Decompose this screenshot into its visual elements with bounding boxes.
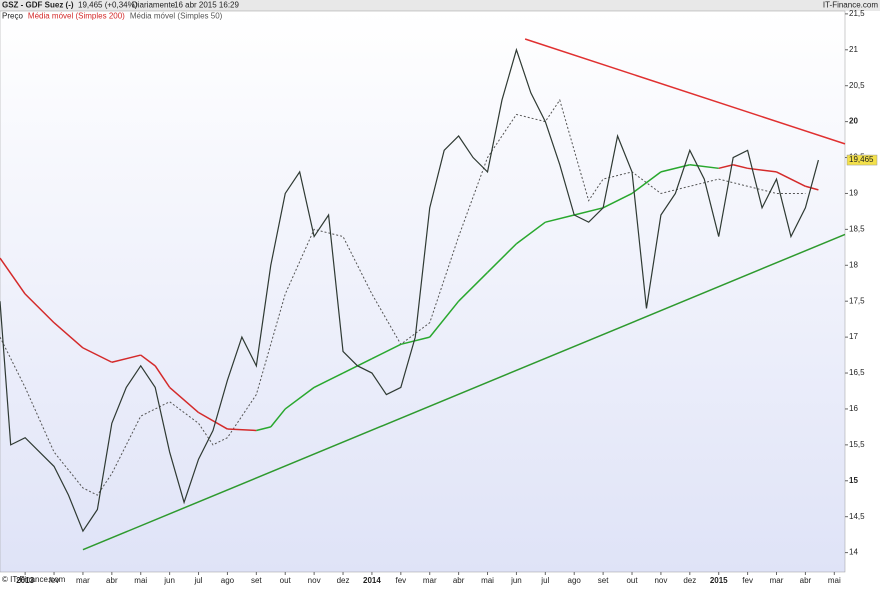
- price-line: [0, 47, 819, 533]
- timestamp: 16 abr 2015 16:29: [174, 1, 239, 10]
- x-tick-label: jul: [194, 576, 203, 585]
- ma-segment: [602, 192, 633, 209]
- y-tick-label: 14,5: [849, 512, 865, 521]
- x-tick-label: 2015: [710, 576, 728, 585]
- ma-segment: [24, 293, 55, 324]
- x-tick-label: fev: [742, 576, 753, 585]
- x-tick-label: set: [598, 576, 609, 585]
- brand: IT-Finance.com: [823, 1, 878, 10]
- x-tick-label: mai: [481, 576, 494, 585]
- x-tick-label: mar: [423, 576, 437, 585]
- copyright: © IT-Finance.com: [2, 575, 66, 584]
- ma-segment: [82, 347, 113, 363]
- x-tick-label: nov: [308, 576, 321, 585]
- x-tick-label: mar: [770, 576, 784, 585]
- ma-segment: [400, 336, 430, 346]
- ma-segment: [154, 365, 171, 388]
- ma-segment: [256, 426, 271, 432]
- ma-segment: [429, 300, 460, 338]
- ma-segment: [776, 171, 806, 187]
- legend-entry: Média móvel (Simples 200): [28, 12, 125, 21]
- x-tick-label: fev: [49, 576, 60, 585]
- y-tick-label: 17: [849, 332, 858, 341]
- ma-segment: [718, 163, 734, 170]
- x-tick-label: ago: [221, 576, 235, 585]
- header-bar: [0, 0, 880, 11]
- title: GSZ - GDF Suez (-): [2, 1, 74, 10]
- quote: 19,465 (+0,34%): [78, 1, 138, 10]
- x-tick-label: jun: [510, 576, 522, 585]
- ma-segment: [53, 322, 84, 349]
- trendline: [82, 233, 846, 551]
- ma-segment: [545, 214, 575, 223]
- last-price-label: 19,465: [849, 155, 874, 164]
- x-tick-label: nov: [654, 576, 667, 585]
- y-tick-label: 16: [849, 404, 858, 413]
- y-tick-label: 16,5: [849, 368, 865, 377]
- ma-segment: [313, 372, 344, 389]
- x-tick-label: fev: [395, 576, 406, 585]
- period: Diariamente: [132, 1, 176, 10]
- y-tick-label: 17,5: [849, 296, 865, 305]
- ma-segment: [574, 207, 604, 216]
- ma-segment: [515, 221, 546, 245]
- y-tick-label: 21: [849, 45, 858, 54]
- x-tick-label: jun: [163, 576, 175, 585]
- ma-segment: [270, 408, 286, 428]
- x-tick-label: ago: [568, 576, 582, 585]
- y-tick-label: 20,5: [849, 81, 865, 90]
- y-tick-label: 20: [849, 117, 858, 126]
- y-tick-label: 21,5: [849, 9, 865, 18]
- last-price-box: [846, 154, 878, 166]
- y-tick-label: 14: [849, 548, 858, 557]
- x-tick-label: 2014: [363, 576, 381, 585]
- x-tick-label: mar: [76, 576, 90, 585]
- ma-segment: [631, 171, 662, 195]
- ma-segment: [371, 343, 402, 360]
- ma-segment: [486, 243, 517, 273]
- ma-segment: [805, 185, 819, 191]
- y-tick-label: 15: [849, 476, 858, 485]
- x-tick-label: abr: [800, 576, 812, 585]
- legend-entry: Média móvel (Simples 50): [130, 12, 223, 21]
- x-tick-label: dez: [337, 576, 350, 585]
- x-tick-label: dez: [683, 576, 696, 585]
- ma-segment: [169, 386, 200, 414]
- x-tick-label: out: [626, 576, 638, 585]
- ma-segment: [284, 386, 315, 410]
- y-tick-label: 18: [849, 260, 858, 269]
- ma-segment: [227, 428, 257, 432]
- ma-segment: [732, 163, 748, 170]
- ma-segment: [0, 257, 26, 295]
- x-tick-label: mai: [828, 576, 841, 585]
- ma-segment: [140, 354, 156, 367]
- y-tick-label: 15,5: [849, 440, 865, 449]
- x-tick-label: mai: [134, 576, 147, 585]
- x-tick-label: out: [280, 576, 292, 585]
- x-tick-label: set: [251, 576, 262, 585]
- ma-segment: [689, 163, 719, 170]
- x-tick-label: abr: [106, 576, 118, 585]
- plot-area: [0, 10, 846, 573]
- x-tick-label: jul: [540, 576, 549, 585]
- x-tick-label: 2013: [16, 576, 34, 585]
- y-tick-label: 19: [849, 189, 858, 198]
- x-tick-label: abr: [453, 576, 465, 585]
- trendline: [524, 38, 846, 145]
- ma-segment: [111, 354, 141, 363]
- ma-segment: [458, 271, 489, 302]
- legend-entry: Preço: [2, 12, 23, 21]
- y-tick-label: 18,5: [849, 224, 865, 233]
- ma-segment: [198, 411, 228, 430]
